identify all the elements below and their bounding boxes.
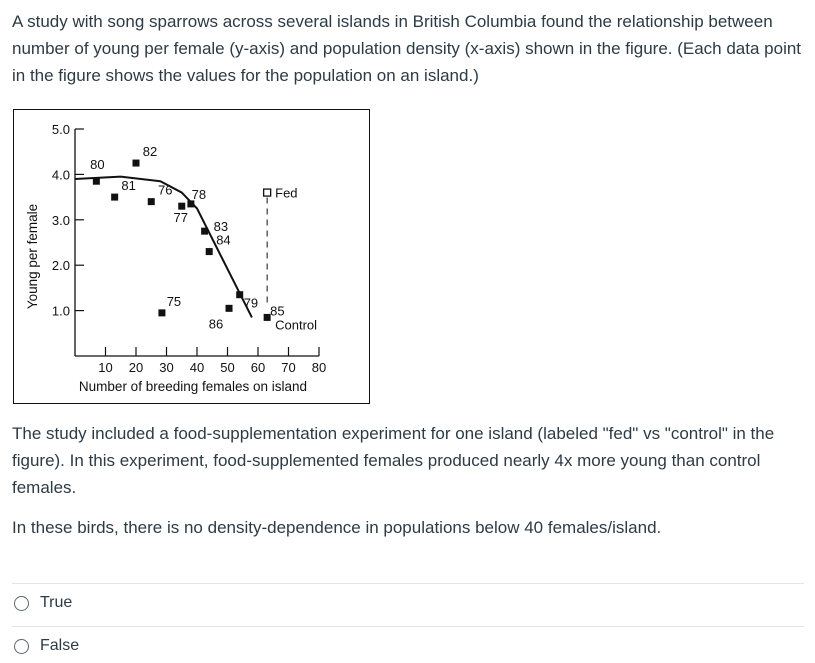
scatter-chart: 1.0 2.0 3.0 4.0 5.0 10 20 30 40 50 60 70 80 Number of… [25,122,326,394]
fed-label: Fed [275,186,297,201]
x-tick-label: 10 [98,360,112,375]
point-label-82: 82 [143,144,157,159]
option-true[interactable]: True [14,592,72,614]
point-label-81: 81 [121,178,135,193]
data-point-83 [201,227,209,235]
data-point-78 [187,200,195,208]
point-label-80: 80 [90,157,104,172]
point-label-78: 78 [192,187,206,202]
point-label-79: 79 [244,296,258,311]
data-point-75 [158,309,166,317]
study-description: The study included a food-supplementatio… [12,424,775,497]
point-label-77: 77 [174,210,188,225]
data-point-85 [263,313,271,321]
trend-line [74,175,253,318]
x-tick-label: 60 [251,360,265,375]
question-intro: A study with song sparrows across severa… [12,12,802,85]
fed-point [262,188,272,197]
x-tick-label: 50 [220,360,234,375]
data-point-79 [236,291,244,299]
divider [12,626,804,627]
radio-true[interactable] [14,595,29,611]
radio-false[interactable] [14,638,29,654]
option-false-label: False [40,637,80,654]
data-point-77 [178,202,186,210]
x-tick-label: 40 [190,360,204,375]
control-label: Control [275,317,317,332]
y-axis-title: Young per female [25,204,40,309]
point-label-86: 86 [209,316,223,331]
divider [12,583,804,584]
option-false[interactable]: False [14,635,79,657]
y-tick-label: 1.0 [52,304,70,319]
x-axis-title: Number of breeding females on island [79,379,307,394]
x-tick-label: 70 [281,360,295,375]
question-statement: In these birds, there is no density-depe… [12,518,662,537]
y-tick-label: 3.0 [52,213,70,228]
data-point-81 [111,193,119,201]
y-tick-label: 4.0 [52,167,70,182]
data-point-76 [147,198,155,206]
x-tick-label: 20 [129,360,143,375]
point-label-85: 85 [270,303,284,318]
point-label-76: 76 [158,183,172,198]
option-true-label: True [40,594,73,611]
data-point-82 [132,159,140,167]
point-label-84: 84 [216,233,230,248]
figure: 1.0 2.0 3.0 4.0 5.0 10 20 30 40 50 60 70 80 Number of… [13,109,370,404]
data-point-84 [205,248,213,256]
x-tick-label: 80 [312,360,326,375]
y-tick-label: 5.0 [52,122,70,137]
y-tick-label: 2.0 [52,258,70,273]
x-tick-label: 30 [159,360,173,375]
point-label-75: 75 [167,294,181,309]
data-point-80 [92,177,100,185]
data-point-86 [225,304,233,312]
point-label-83: 83 [214,219,228,234]
